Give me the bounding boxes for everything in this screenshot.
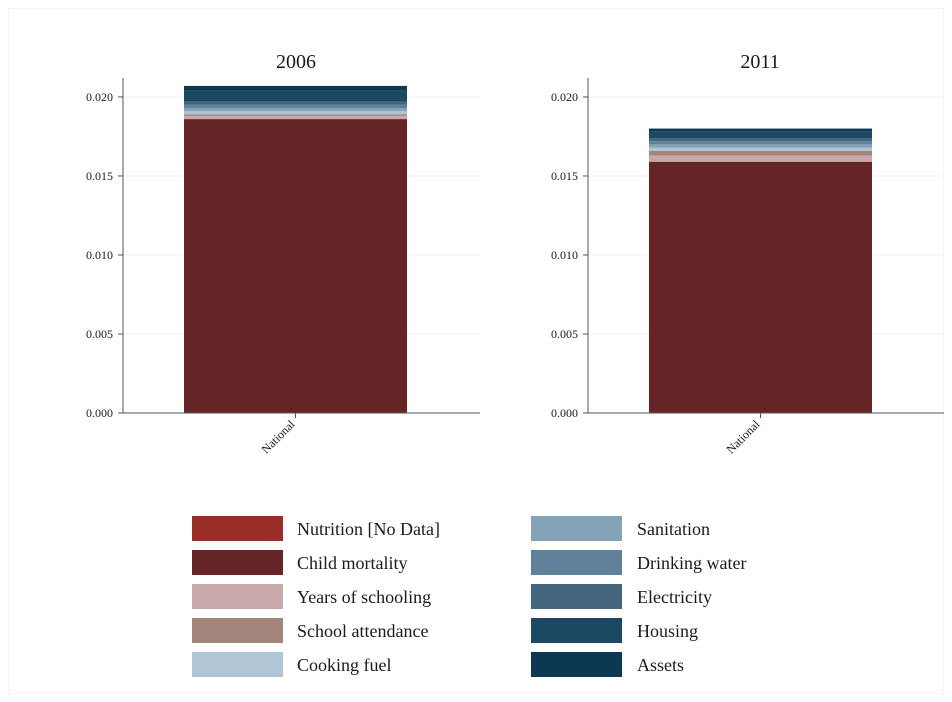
- bar-segment-housing: [184, 90, 407, 102]
- bar-segment-drinking-water: [649, 141, 872, 145]
- legend-swatch-school-attendance: [192, 618, 283, 643]
- y-tick-label: 0.000: [551, 406, 578, 420]
- bar-segment-drinking-water: [184, 104, 407, 109]
- panel-title-2011: 2011: [740, 51, 779, 73]
- legend-label-housing: Housing: [637, 621, 698, 641]
- bar-segment-assets: [649, 128, 872, 132]
- legend-label-assets: Assets: [637, 655, 684, 675]
- legend-swatch-assets: [531, 652, 622, 677]
- panel-title-2006: 2006: [276, 51, 316, 73]
- bar-segment-electricity: [649, 138, 872, 142]
- y-tick-label: 0.020: [551, 90, 578, 104]
- legend-label-nutrition-no-data: Nutrition [No Data]: [297, 519, 440, 539]
- bar-segment-child-mortality: [649, 161, 872, 413]
- legend-label-child-mortality: Child mortality: [297, 553, 408, 573]
- legend-label-drinking-water: Drinking water: [637, 553, 746, 573]
- y-tick-label: 0.020: [86, 90, 113, 104]
- y-tick-label: 0.015: [551, 169, 578, 183]
- bar-segment-cooking-fuel: [184, 111, 407, 115]
- legend-label-school-attendance: School attendance: [297, 621, 428, 641]
- x-category-label: National: [258, 417, 298, 457]
- y-tick-label: 0.005: [86, 327, 113, 341]
- x-category-label: National: [723, 417, 763, 457]
- legend-swatch-cooking-fuel: [192, 652, 283, 677]
- legend-swatch-child-mortality: [192, 550, 283, 575]
- legend-swatch-housing: [531, 618, 622, 643]
- legend-swatch-years-of-schooling: [192, 584, 283, 609]
- bar-segment-school-attendance: [649, 150, 872, 156]
- legend-swatch-nutrition-no-data: [192, 516, 283, 541]
- y-tick-label: 0.010: [551, 248, 578, 262]
- bar-segment-assets: [184, 85, 407, 91]
- legend-label-sanitation: Sanitation: [637, 519, 710, 539]
- legend-label-electricity: Electricity: [637, 587, 712, 607]
- bar-segment-years-of-schooling: [649, 155, 872, 162]
- y-tick-label: 0.010: [86, 248, 113, 262]
- y-tick-label: 0.000: [86, 406, 113, 420]
- bar-segment-housing: [649, 131, 872, 139]
- bar-segment-child-mortality: [184, 119, 407, 414]
- bar-segment-cooking-fuel: [649, 147, 872, 151]
- legend-label-cooking-fuel: Cooking fuel: [297, 655, 392, 675]
- legend-swatch-drinking-water: [531, 550, 622, 575]
- y-tick-label: 0.005: [551, 327, 578, 341]
- legend-swatch-sanitation: [531, 516, 622, 541]
- bar-segment-years-of-schooling: [184, 115, 407, 120]
- bar-segment-electricity: [184, 101, 407, 105]
- bar-segment-school-attendance: [184, 114, 407, 116]
- bar-segment-sanitation: [184, 108, 407, 112]
- y-tick-label: 0.015: [86, 169, 113, 183]
- legend-label-years-of-schooling: Years of schooling: [297, 587, 431, 607]
- legend-swatch-electricity: [531, 584, 622, 609]
- bar-segment-sanitation: [649, 144, 872, 148]
